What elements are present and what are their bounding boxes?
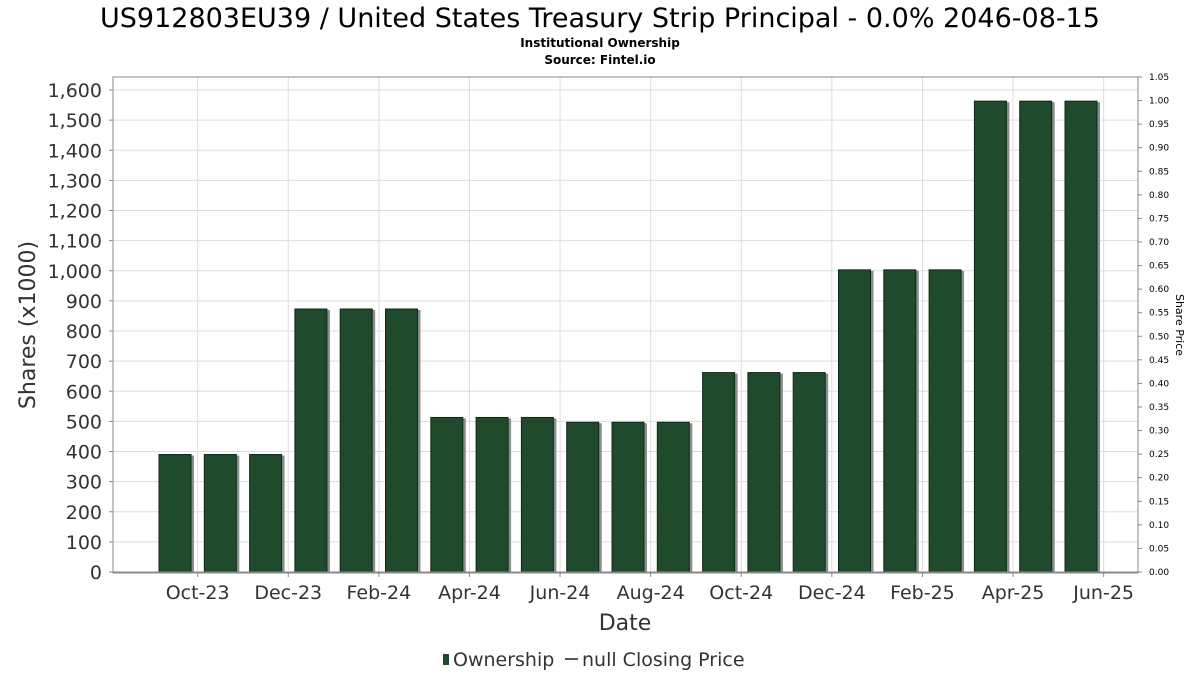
y2-tick-label: 0.35 — [1149, 403, 1169, 413]
ownership-bar — [838, 269, 871, 573]
y-tick-label: 400 — [66, 442, 102, 464]
y2-tick-label: 0.50 — [1149, 332, 1169, 342]
y2-tick-label: 0.15 — [1149, 497, 1169, 507]
legend-ownership-label: Ownership — [453, 649, 554, 671]
y-tick-label: 300 — [66, 472, 102, 494]
y-tick-label: 1,600 — [48, 80, 102, 102]
x-tick-label: Oct-23 — [166, 582, 230, 604]
legend-price-label: null Closing Price — [582, 649, 745, 671]
ownership-bar — [792, 372, 826, 573]
ownership-bar — [339, 308, 373, 573]
x-tick-label: Jun-24 — [529, 582, 591, 604]
ownership-bar — [203, 454, 237, 573]
x-tick-label: Aug-24 — [617, 582, 685, 604]
bars — [158, 100, 1100, 573]
y2-tick-label: 0.00 — [1149, 568, 1169, 578]
ownership-bar — [566, 421, 600, 573]
chart-subtitle: Institutional Ownership — [520, 36, 680, 50]
x-tick-label: Feb-24 — [347, 582, 412, 604]
y2-tick-label: 0.10 — [1149, 521, 1169, 531]
y2-tick-label: 1.00 — [1149, 97, 1169, 107]
ownership-bar — [611, 421, 645, 573]
y2-tick-label: 0.65 — [1149, 262, 1169, 272]
y-tick-label: 1,400 — [48, 140, 102, 162]
ownership-bar — [249, 454, 283, 573]
y2-tick-label: 0.85 — [1149, 167, 1169, 177]
grid-lines — [113, 77, 1138, 573]
y2-tick-label: 1.05 — [1149, 73, 1169, 83]
y-tick-label: 1,100 — [48, 231, 102, 253]
y2-tick-label: 0.25 — [1149, 450, 1169, 460]
ownership-bar — [475, 416, 509, 573]
ownership-bar — [747, 372, 781, 573]
ownership-bar — [1019, 100, 1053, 573]
x-tick-label: Dec-24 — [798, 582, 866, 604]
y-axis-title: Shares (x1000) — [16, 241, 41, 409]
y-tick-label: 600 — [66, 381, 102, 403]
x-tick-label: Jun-25 — [1072, 582, 1134, 604]
x-axis: Oct-23 Dec-23 Feb-24 Apr-24 Jun-24 Aug-24 Oct-… — [113, 571, 1138, 604]
ownership-bar — [430, 416, 464, 573]
y2-tick-label: 0.60 — [1149, 285, 1169, 295]
y-tick-label: 1,200 — [48, 201, 102, 223]
y2-tick-label: 0.80 — [1149, 191, 1169, 201]
legend-ownership-swatch — [443, 654, 449, 665]
y2-tick-label: 0.70 — [1149, 238, 1169, 248]
ownership-bar — [385, 308, 418, 573]
ownership-bar — [158, 454, 192, 573]
ownership-bar — [702, 372, 736, 573]
y2-tick-label: 0.05 — [1149, 544, 1169, 554]
y-tick-label: 800 — [66, 321, 102, 343]
x-tick-label: Oct-24 — [709, 582, 773, 604]
y2-axis: 0.00 0.05 0.10 0.15 0.20 0.25 0.30 0.35 0.40 0.45… — [1138, 73, 1169, 578]
y-axis: 0 100 200 300 400 500 600 700 800 900 1,000 1,100 1,… — [48, 80, 113, 584]
ownership-bar — [928, 269, 962, 573]
y2-axis-title: Share Price — [1173, 294, 1186, 356]
y2-tick-label: 0.90 — [1149, 144, 1169, 154]
y2-tick-label: 0.55 — [1149, 309, 1169, 319]
y2-tick-label: 0.40 — [1149, 379, 1169, 389]
y2-tick-label: 0.30 — [1149, 427, 1169, 437]
ownership-bar — [883, 269, 917, 573]
y-tick-label: 500 — [66, 411, 102, 433]
y-tick-label: 0 — [90, 562, 102, 584]
y-tick-label: 1,000 — [48, 261, 102, 283]
y-tick-label: 100 — [66, 532, 102, 554]
y-tick-label: 1,500 — [48, 110, 102, 132]
x-tick-label: Dec-23 — [254, 582, 322, 604]
legend: Ownership null Closing Price — [443, 649, 745, 671]
chart-title: US912803EU39 / United States Treasury St… — [100, 3, 1100, 34]
y-tick-label: 1,300 — [48, 170, 102, 192]
y2-tick-label: 0.75 — [1149, 214, 1169, 224]
y-tick-label: 700 — [66, 351, 102, 373]
ownership-bar — [1064, 100, 1098, 573]
y-tick-label: 200 — [66, 502, 102, 524]
ownership-bar — [520, 416, 554, 573]
ownership-bar — [973, 100, 1007, 573]
x-tick-label: Apr-24 — [438, 582, 501, 604]
chart-source: Source: Fintel.io — [544, 53, 655, 67]
y2-tick-label: 0.20 — [1149, 474, 1169, 484]
y2-tick-label: 0.95 — [1149, 120, 1169, 130]
x-tick-label: Feb-25 — [890, 582, 955, 604]
y-tick-label: 900 — [66, 291, 102, 313]
x-tick-label: Apr-25 — [982, 582, 1045, 604]
x-axis-title: Date — [599, 611, 652, 636]
y2-tick-label: 0.45 — [1149, 356, 1169, 366]
plot-area-border — [112, 76, 1139, 574]
ownership-bar — [656, 421, 690, 573]
ownership-bar — [294, 308, 328, 573]
